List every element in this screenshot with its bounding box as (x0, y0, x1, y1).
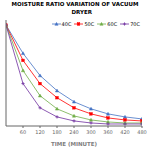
svg-text:180: 180 (52, 129, 62, 135)
svg-text:240: 240 (69, 129, 79, 135)
html-text:DRYER: DRYER (58, 8, 92, 15)
svg-text:120: 120 (35, 129, 45, 135)
html-text:50C: 50C (84, 21, 95, 27)
svg-text:360: 360 (103, 129, 113, 135)
html-text:70C: 70C (130, 21, 140, 27)
svg-text:480: 480 (137, 129, 142, 135)
svg-text:TIME (MINUTE): TIME (MINUTE) (51, 141, 98, 147)
html-text:MOISTURE RATIO VARIATION OF VA: MOISTURE RATIO VARIATION OF VACUUM (11, 1, 139, 7)
svg-text:420: 420 (120, 129, 130, 135)
svg-text:60: 60 (20, 129, 26, 135)
html-text:40C: 40C (61, 21, 72, 27)
svg-text:300: 300 (86, 129, 96, 135)
html-text:60C: 60C (107, 21, 118, 27)
